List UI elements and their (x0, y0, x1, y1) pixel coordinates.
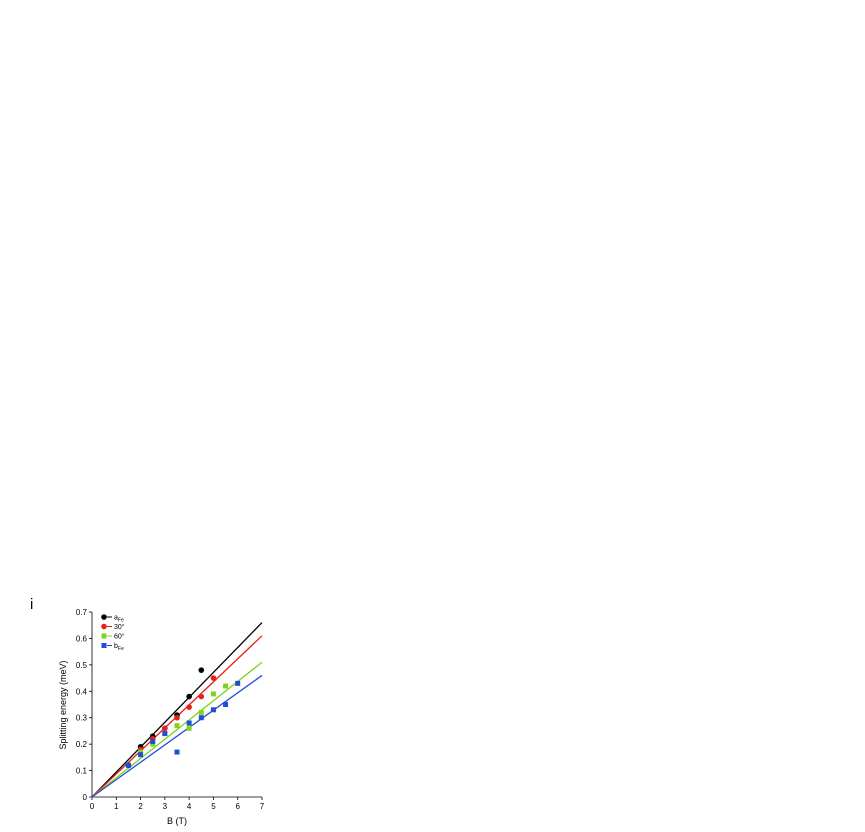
data-points-group (125, 667, 241, 769)
legend-marker (101, 623, 107, 630)
x-tick-label: 2 (138, 802, 143, 811)
legend-marker (101, 643, 107, 648)
legend-label-subscript: Fe (118, 646, 124, 652)
legend-label: 60° (114, 633, 125, 641)
x-tick-label: 4 (187, 802, 192, 811)
y-tick-label: 0.3 (76, 714, 88, 723)
data-point-square (138, 752, 144, 758)
y-tick-label: 0 (83, 793, 88, 802)
y-axis-label: Splitting energy (meV) (58, 660, 68, 749)
legend-label-subscript: Fe (118, 618, 124, 624)
y-tick-label: 0.4 (76, 687, 88, 696)
panel-label-i: i (30, 596, 34, 613)
x-axis-label: B (T) (167, 816, 187, 826)
legend-label: 30° (114, 623, 125, 631)
y-tick-label: 0.5 (76, 661, 88, 670)
splitting-energy-chart: 0 1 2 3 4 5 6 7 0 0.1 0.2 0.3 0.4 0.5 0.6 0.7 aFe 30° 60°… (55, 600, 275, 827)
fit-line (91, 674, 263, 798)
data-point-square (174, 723, 180, 729)
data-point-circle (198, 667, 205, 673)
y-tick-label: 0.2 (76, 740, 88, 749)
data-point-square (186, 720, 192, 726)
data-point-square (223, 683, 229, 689)
fit-line (91, 622, 263, 798)
axes-group: 0 1 2 3 4 5 6 7 0 0.1 0.2 0.3 0.4 0.5 0.6 0.7 (76, 608, 265, 811)
x-tick-label: 3 (163, 802, 168, 811)
x-tick-label: 1 (114, 802, 119, 811)
y-tick-label: 0.1 (76, 767, 88, 776)
data-point-square (235, 680, 241, 686)
data-point-square (125, 762, 131, 768)
legend-label: aFe (114, 615, 124, 624)
x-tick-label: 0 (90, 802, 95, 811)
data-point-circle (174, 714, 180, 721)
fit-line (91, 661, 263, 798)
data-point-square (162, 731, 168, 737)
legend-label: bFe (114, 643, 124, 652)
data-point-circle (162, 725, 168, 732)
data-point-square (186, 725, 192, 731)
data-point-square (174, 749, 180, 755)
y-tick-label: 0.7 (76, 608, 88, 617)
data-point-circle (186, 693, 192, 700)
data-point-square (210, 691, 216, 697)
data-point-square (198, 709, 204, 715)
data-point-square (150, 741, 156, 747)
data-point-square (150, 739, 156, 744)
x-tick-label: 6 (235, 802, 240, 811)
data-point-square (210, 707, 216, 713)
data-point-circle (210, 675, 217, 681)
data-point-circle (186, 704, 192, 710)
legend-marker (101, 633, 107, 639)
data-point-square (138, 749, 144, 755)
x-tick-label: 5 (211, 802, 216, 811)
data-point-circle (198, 693, 205, 700)
x-tick-label: 7 (260, 802, 265, 811)
y-tick-label: 0.6 (76, 634, 88, 643)
data-point-square (198, 715, 204, 721)
legend-marker (101, 614, 107, 620)
data-point-square (223, 702, 229, 707)
